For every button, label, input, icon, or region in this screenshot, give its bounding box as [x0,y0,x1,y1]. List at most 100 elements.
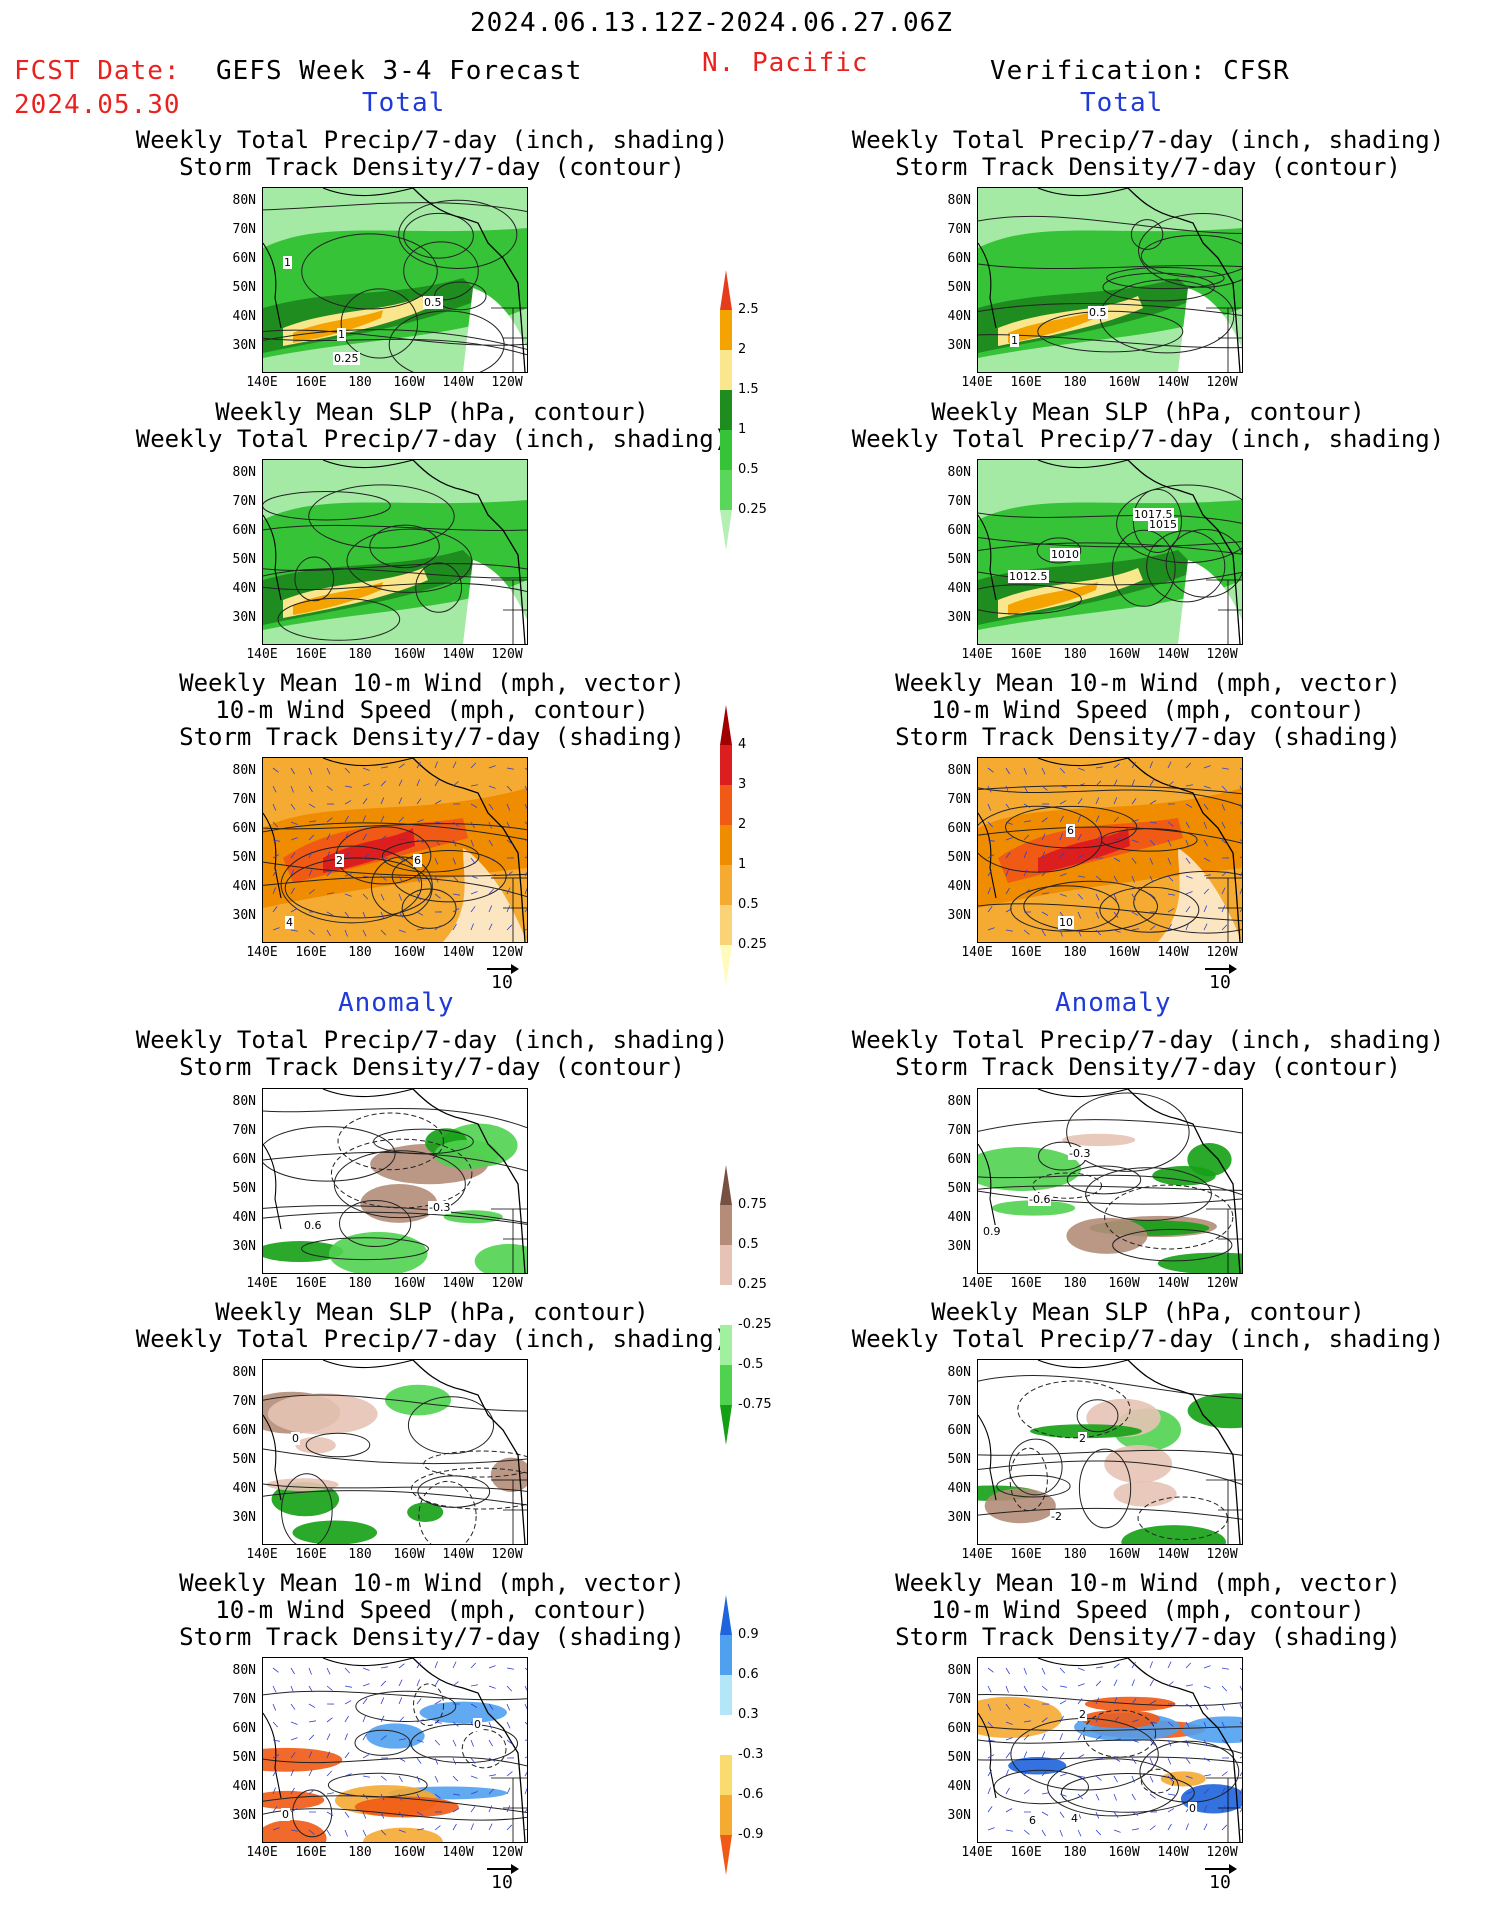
lat-tick-label: 60N [947,1721,971,1736]
map-panel-p1r: 0.5 1 [977,187,1243,373]
lon-tick-label: 120W [1206,375,1238,390]
lon-tick-label: 160W [1108,375,1140,390]
colorbar-tick-label: -0.9 [738,1827,764,1842]
lat-tick-label: 80N [232,1663,256,1678]
lat-tick-label: 60N [232,1423,256,1438]
lat-tick-label: 40N [947,1481,971,1496]
map-panel-p2l [262,459,528,645]
lon-tick-label: 140W [1157,945,1189,960]
lat-tick-label: 40N [232,309,256,324]
contour-label: 0.25 [333,352,360,365]
panel-title-p2r: Weekly Mean SLP (hPa, contour) Weekly Tot… [828,399,1468,453]
colorbar-tick-label: 0.25 [738,937,767,952]
contour-label: 0.6 [303,1219,323,1232]
lon-tick-label: 160W [1108,1547,1140,1562]
lon-tick-label: 180 [348,375,372,390]
lat-tick-label: 70N [232,222,256,237]
lat-tick-label: 30N [947,610,971,625]
map-panel-p4r: -0.3 -0.6 0.9 [977,1088,1243,1274]
lon-tick-label: 140W [1157,1276,1189,1291]
total-right-label: Total [1080,88,1164,118]
colorbar-tick-label: -0.25 [738,1317,772,1332]
colorbar-graphic [720,270,732,550]
colorbar-tick-label: 0.6 [738,1667,759,1682]
lat-tick-label: 30N [947,1239,971,1254]
lon-tick-label: 140W [442,1547,474,1562]
lon-tick-label: 160W [393,945,425,960]
lat-tick-label: 80N [947,465,971,480]
panel-title-p6r: Weekly Mean 10-m Wind (mph, vector) 10-m … [828,1570,1468,1651]
fcst-date: 2024.05.30 [14,90,181,120]
region-title: N. Pacific [702,48,869,78]
lon-tick-label: 120W [1206,1547,1238,1562]
lon-tick-label: 140W [442,375,474,390]
forecast-title: GEFS Week 3-4 Forecast [216,56,583,86]
lon-tick-label: 160W [1108,647,1140,662]
lat-tick-label: 70N [947,494,971,509]
lat-tick-label: 30N [947,1808,971,1823]
lon-tick-label: 120W [1206,945,1238,960]
contour-label: 10 [1058,916,1074,929]
lon-tick-label: 180 [1063,945,1087,960]
map-panel-p3l: 2 6 4 [262,757,528,943]
panel-title-line: Storm Track Density/7-day (contour) [179,1053,685,1081]
lon-tick-label: 160E [1010,1547,1042,1562]
lat-tick-label: 80N [232,193,256,208]
lat-tick-label: 50N [232,552,256,567]
map-panel-p5l: 0 [262,1359,528,1545]
lon-tick-label: 160W [1108,1276,1140,1291]
lat-tick-label: 30N [947,1510,971,1525]
lon-tick-label: 120W [491,1845,523,1860]
map-graphic [263,1360,527,1544]
map-panel-p1l: 1 0.5 1 0.25 [262,187,528,373]
colorbar-tick-label: 0.3 [738,1707,759,1722]
lon-tick-label: 140E [961,1547,993,1562]
lon-tick-label: 180 [348,1276,372,1291]
contour-label: 0.5 [423,296,443,309]
verification-title: Verification: CFSR [990,56,1290,86]
lon-tick-label: 140E [246,1845,278,1860]
lat-tick-label: 60N [947,1423,971,1438]
lon-tick-label: 160E [1010,1276,1042,1291]
lon-tick-label: 140W [1157,647,1189,662]
map-graphic [263,1089,527,1273]
colorbar-track_total: 4 3 2 1 0.5 0.25 [718,705,798,985]
panel-title-p5r: Weekly Mean SLP (hPa, contour) Weekly Tot… [828,1299,1468,1353]
lon-tick-label: 160W [1108,945,1140,960]
colorbar-precip_anom: 0.75 0.5 0.25 -0.25 -0.5 -0.75 [718,1165,798,1445]
lon-tick-label: 140E [246,945,278,960]
lon-tick-label: 140E [961,647,993,662]
lat-tick-label: 30N [232,908,256,923]
lat-tick-label: 70N [947,1692,971,1707]
lon-tick-label: 120W [1206,1276,1238,1291]
lon-tick-label: 120W [491,647,523,662]
lon-tick-label: 140W [442,1845,474,1860]
map-graphic [978,1658,1242,1842]
lat-tick-label: 80N [232,1094,256,1109]
contour-label: 4 [1070,1812,1079,1825]
panel-title-line: Weekly Mean SLP (hPa, contour) [215,1298,649,1326]
lat-tick-label: 80N [947,193,971,208]
map-panel-p4l: -0.3 0.6 [262,1088,528,1274]
vector-ref-right-3: 10 [1200,964,1240,993]
colorbar-tick-label: 0.75 [738,1197,767,1212]
contour-label: 6 [413,854,422,867]
colorbar-tick-label: -0.75 [738,1397,772,1412]
lon-tick-label: 140W [1157,1547,1189,1562]
panel-title-line: Storm Track Density/7-day (shading) [895,1623,1401,1651]
fcst-label: FCST Date: [14,56,181,86]
contour-label: 1 [1010,334,1019,347]
lon-tick-label: 140W [442,1276,474,1291]
colorbar-tick-label: 2 [738,342,747,357]
lon-tick-label: 140E [961,945,993,960]
panel-title-p3l: Weekly Mean 10-m Wind (mph, vector) 10-m … [112,670,752,751]
contour-label: 0 [473,1718,482,1731]
lon-tick-label: 160W [393,647,425,662]
lat-tick-label: 50N [947,1452,971,1467]
lat-tick-label: 40N [947,879,971,894]
vector-ref-left-3: 10 [482,964,522,993]
lon-tick-label: 140E [961,1276,993,1291]
lat-tick-label: 80N [947,1094,971,1109]
lat-tick-label: 60N [232,1721,256,1736]
